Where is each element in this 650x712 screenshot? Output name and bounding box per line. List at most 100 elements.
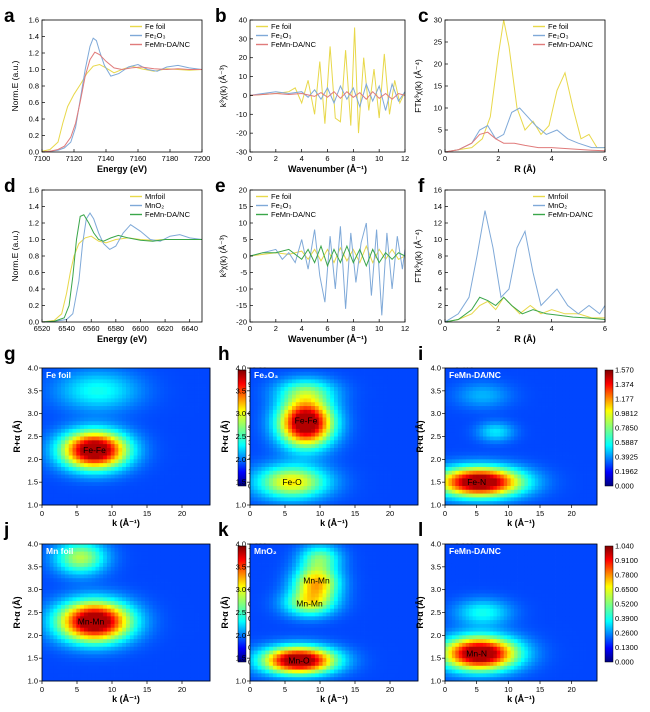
y-tick-f-2: 4 [438,285,442,294]
y-axis-label-c: FTk³χ(k) (Å⁻⁴) [413,59,423,113]
colorbar-tick-i-2: 1.177 [615,395,634,404]
y-tick-k-5: 3.5 [236,562,246,571]
heatmap-title-k: MnO₂ [254,546,277,556]
colorbar-tick-l-8: 0.000 [615,658,634,667]
y-tick-a-8: 1.6 [29,16,39,25]
x-tick-f-2: 4 [550,324,554,333]
series-line-e-2 [250,244,405,268]
x-tick-c-0: 0 [443,154,447,163]
legend-entry-e-1: Fe₂O₃ [271,201,292,210]
colorbar-tick-l-3: 0.6500 [615,585,638,594]
x-tick-l-4: 20 [567,685,575,694]
y-tick-h-4: 3.0 [236,409,246,418]
x-tick-b-1: 2 [274,154,278,163]
x-tick-e-4: 8 [351,324,355,333]
peak-label-j-0: Mn-Mn [78,617,105,627]
x-tick-b-0: 0 [248,154,252,163]
y-tick-i-0: 1.0 [431,501,441,510]
y-tick-f-3: 6 [438,268,442,277]
y-tick-l-0: 1.0 [431,677,441,686]
colorbar-j [237,545,247,663]
legend-entry-c-0: Fe foil [548,22,569,31]
x-tick-d-3: 6580 [108,324,125,333]
y-tick-e-0: -20 [236,318,247,327]
x-tick-h-0: 0 [248,509,252,518]
x-tick-f-3: 6 [603,324,607,333]
heatmap-title-j: Mn foil [46,546,73,556]
y-tick-i-4: 3.0 [431,409,441,418]
x-tick-j-1: 5 [75,685,79,694]
series-line-a-0 [42,63,202,152]
y-tick-e-5: 5 [243,235,247,244]
y-tick-c-2: 10 [434,104,442,113]
y-tick-a-6: 1.2 [29,49,39,58]
x-tick-b-3: 6 [325,154,329,163]
y-tick-d-1: 0.2 [29,301,39,310]
x-tick-d-5: 6620 [157,324,174,333]
panel-j: j 0 5 10 15 20 1.0 1.5 2.0 2.5 3.0 3.5 4.0 k (Å⁻¹) R+α… [3,520,271,704]
panel-g: g 0 5 10 15 20 1.0 1.5 2.0 2.5 3.0 3.5 4.0 k (Å⁻¹) R+α… [4,344,267,528]
y-tick-b-4: 10 [239,72,247,81]
peak-label-k-2: Mn-O [288,655,310,665]
x-tick-f-1: 2 [496,324,500,333]
y-tick-k-4: 3.0 [236,585,246,594]
peak-label-k-1: Mn-Mn [296,598,323,608]
y-tick-j-2: 2.0 [28,631,38,640]
x-tick-i-4: 20 [567,509,575,518]
y-tick-a-3: 0.6 [29,98,39,107]
heatmap-k [250,544,419,682]
panel-a: a 7100 7120 7140 7160 7180 7200 0.0 0.2 0.4 0.6 0.8… [4,6,210,174]
panel-label-k: k [218,520,229,541]
y-tick-j-5: 3.5 [28,562,38,571]
y-tick-e-8: 20 [239,186,247,195]
colorbar-g [237,369,247,487]
y-tick-e-6: 10 [239,219,247,228]
peak-label-k-0: Mn-Mn [303,576,330,586]
y-tick-f-8: 16 [434,186,442,195]
legend-entry-f-2: FeMn-DA/NC [548,210,594,219]
x-tick-b-2: 4 [300,154,304,163]
colorbar-tick-l-2: 0.7800 [615,571,638,580]
heatmap-h [250,368,419,506]
x-tick-h-1: 5 [283,509,287,518]
colorbar-tick-i-5: 0.5887 [615,438,638,447]
x-tick-c-1: 2 [496,154,500,163]
panel-d: d 6520 6540 6560 6580 6600 6620 6640 0.0 0.2 0.4 0.… [4,176,203,344]
panel-k: k 0 5 10 15 20 1.0 1.5 2.0 2.5 3.0 3.5 4.0 k (Å⁻¹) R+α… [218,520,478,704]
series-line-d-2 [42,214,202,322]
y-tick-d-3: 0.6 [29,268,39,277]
x-tick-g-3: 15 [143,509,151,518]
x-tick-i-3: 15 [536,509,544,518]
x-axis-label-j: k (Å⁻¹) [112,694,140,704]
y-tick-h-5: 3.5 [236,386,246,395]
y-tick-c-6: 30 [434,16,442,25]
x-tick-h-2: 10 [316,509,324,518]
legend-entry-d-0: Mnfoil [145,192,165,201]
x-tick-h-3: 15 [351,509,359,518]
x-tick-k-1: 5 [283,685,287,694]
y-tick-i-6: 4.0 [431,364,441,373]
y-tick-c-5: 25 [434,38,442,47]
y-tick-a-1: 0.2 [29,131,39,140]
y-tick-i-5: 3.5 [431,386,441,395]
y-tick-j-0: 1.0 [28,677,38,686]
y-tick-c-3: 15 [434,82,442,91]
y-tick-f-7: 14 [434,202,442,211]
y-axis-label-d: Norm.E (a.u.) [10,230,20,281]
x-axis-label-b: Wavenumber (Å⁻¹) [288,164,367,174]
x-tick-d-1: 6540 [58,324,75,333]
legend-entry-c-2: FeMn-DA/NC [548,40,594,49]
panel-f: f 0 2 4 6 0 2 4 6 8 10 12 14 16 R (Å) FTk³χ(k) (Å⁻⁴) Mnf… [413,176,607,344]
panel-h: h 0 5 10 15 20 1.0 1.5 2.0 2.5 3.0 3.5 4.0 k (Å⁻¹) R+α… [218,344,478,528]
y-tick-f-5: 10 [434,235,442,244]
y-tick-l-2: 2.0 [431,631,441,640]
colorbar-tick-i-6: 0.3925 [615,453,638,462]
legend-entry-b-2: FeMn-DA/NC [271,40,317,49]
y-tick-b-6: 30 [239,34,247,43]
y-tick-k-2: 2.0 [236,631,246,640]
y-tick-b-1: -20 [236,129,247,138]
x-tick-k-4: 20 [386,685,394,694]
peak-label-h-0: Fe-Fe [295,416,318,426]
legend-entry-f-1: MnO₂ [548,201,567,210]
